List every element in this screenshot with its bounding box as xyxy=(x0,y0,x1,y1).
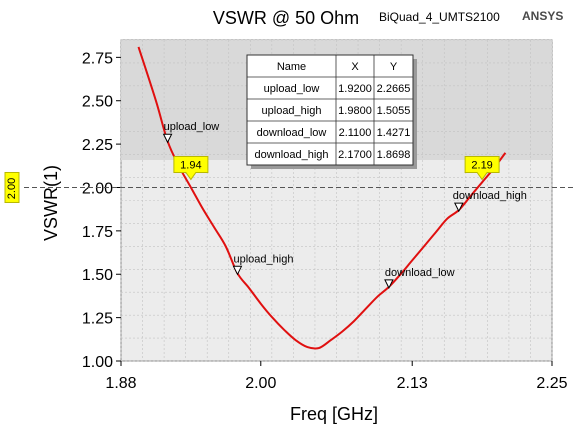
x-tick-label: 2.13 xyxy=(397,375,428,392)
table-cell: 1.5055 xyxy=(377,105,411,117)
table-cell: 1.9800 xyxy=(338,105,372,117)
y-tick-label: 2.50 xyxy=(82,94,113,111)
marker-label: download_high xyxy=(453,190,527,202)
table-header-cell: Name xyxy=(277,61,306,73)
table-cell: 1.9200 xyxy=(338,83,372,95)
marker-triangle xyxy=(162,133,173,144)
x-axis-label: Freq [GHz] xyxy=(290,404,378,424)
marker-triangle xyxy=(384,279,394,290)
ansys-logo: ANSYS xyxy=(522,9,563,23)
table-cell: 1.4271 xyxy=(377,127,411,139)
intersection-flag xyxy=(464,155,500,181)
y-axis-label: VSWR(1) xyxy=(41,165,61,241)
table-cell: 2.2665 xyxy=(377,83,411,95)
table-header-cell: X xyxy=(351,61,359,73)
markers: upload_lowupload_highdownload_lowdownloa… xyxy=(162,121,527,290)
marker-label: download_low xyxy=(385,267,455,279)
table-cell: upload_high xyxy=(262,105,322,117)
marker-label: upload_high xyxy=(233,253,293,265)
table-cell: 1.8698 xyxy=(377,149,411,161)
x-tick-label: 2.25 xyxy=(536,375,567,392)
y-tick-label: 2.00 xyxy=(82,180,113,197)
table-cell: download_low xyxy=(257,127,327,139)
table-cell: 2.1700 xyxy=(338,149,372,161)
intersections: 1.94 2.19 xyxy=(173,155,500,181)
vswr-curve[interactable] xyxy=(137,46,507,350)
table-frame xyxy=(246,54,414,166)
table-cell: 2.1100 xyxy=(339,127,372,139)
intersection-label: 2.19 xyxy=(471,159,492,171)
intersection-flag xyxy=(173,155,209,181)
y-tick-label: 2.25 xyxy=(82,137,113,154)
table-cell: upload_low xyxy=(264,83,320,95)
marker-triangle xyxy=(454,202,464,213)
table-cell: download_high xyxy=(254,149,328,161)
y-tick-label: 1.75 xyxy=(82,224,113,241)
intersection-label: 1.94 xyxy=(180,159,201,171)
y-tick-label: 1.25 xyxy=(82,311,113,328)
marker-label: upload_low xyxy=(164,121,220,133)
x-tick-label: 2.00 xyxy=(245,375,276,392)
table-header-cell: Y xyxy=(390,61,398,73)
reference-label-text: 2.00 xyxy=(6,178,18,199)
reference-label: 2.00 xyxy=(4,171,20,203)
y-tick-label: 2.75 xyxy=(82,50,113,67)
axes: 1.00 1.25 1.50 1.75 2.00 2.25 2.50 2.75 1.88 2.00… xyxy=(82,50,568,392)
chart-title: VSWR @ 50 Ohm xyxy=(213,8,359,28)
y-tick-label: 1.50 xyxy=(82,267,113,284)
y-tick-label: 1.00 xyxy=(82,354,113,371)
marker-triangle xyxy=(232,265,243,276)
x-tick-label: 1.88 xyxy=(105,375,136,392)
design-name: BiQuad_4_UMTS2100 xyxy=(379,10,500,24)
reference-label-box xyxy=(4,171,20,203)
